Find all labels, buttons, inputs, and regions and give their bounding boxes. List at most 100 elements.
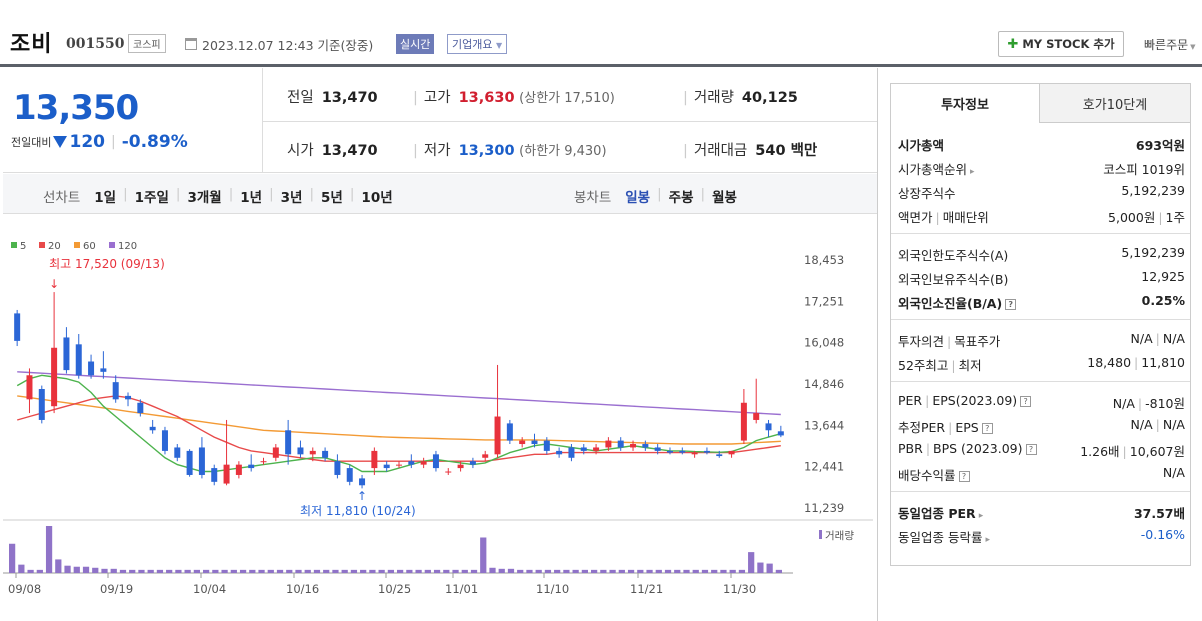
candle-body bbox=[531, 440, 538, 445]
info-row: PER | EPS(2023.09)? N/A | -810원 bbox=[898, 393, 1185, 412]
market-badge: 코스피 bbox=[128, 34, 166, 53]
info-row: PBR | BPS (2023.09)? 1.26배 | 10,607원 bbox=[898, 441, 1185, 460]
volume-bar bbox=[239, 569, 247, 573]
price-chart[interactable]: 5 20 60 120 18,453 17,251 16,048 14,846 13,644 12… bbox=[3, 236, 873, 621]
tab-3m[interactable]: 3개월 bbox=[187, 190, 222, 206]
volume-bar bbox=[692, 569, 699, 573]
quick-order-button[interactable]: 빠른주문 ▼ bbox=[1144, 36, 1196, 53]
help-icon[interactable]: ? bbox=[958, 471, 970, 482]
volume-bar bbox=[64, 565, 71, 573]
candle-body bbox=[359, 478, 366, 486]
tab-monthly[interactable]: 월봉 bbox=[712, 190, 737, 206]
low-value: 13,300 bbox=[458, 143, 515, 159]
candle-body bbox=[88, 361, 95, 376]
info-row: 외국인한도주식수(A) 5,192,239 bbox=[898, 245, 1185, 264]
realtime-button[interactable]: 실시간 bbox=[396, 34, 435, 54]
volume-bar bbox=[332, 569, 339, 573]
candle-chart-tabs: 봉차트 일봉 | 주봉 | 월봉 bbox=[574, 186, 737, 206]
help-icon[interactable]: ? bbox=[1020, 396, 1032, 407]
candle-body bbox=[322, 450, 329, 458]
tab-3y[interactable]: 3년 bbox=[280, 190, 303, 206]
info-key: 시가총액 bbox=[898, 138, 945, 153]
price-summary: 13,350 전일대비 120 | -0.89% bbox=[3, 68, 877, 173]
volume-bar bbox=[757, 562, 764, 573]
section-divider bbox=[891, 491, 1190, 492]
info-value: -0.16% bbox=[1140, 527, 1185, 542]
tab-10y[interactable]: 10년 bbox=[361, 190, 393, 206]
volume-bar bbox=[406, 569, 413, 573]
low-label: 저가 bbox=[423, 143, 451, 159]
candle-body bbox=[457, 464, 464, 469]
volume-bar bbox=[535, 569, 542, 573]
volume-bar bbox=[249, 569, 256, 573]
candle-body bbox=[371, 450, 378, 469]
current-price: 13,350 bbox=[13, 88, 139, 128]
info-value: 코스피 1019위 bbox=[1103, 162, 1185, 177]
volume-bar bbox=[341, 569, 348, 573]
tab-5y[interactable]: 5년 bbox=[321, 190, 343, 206]
candle-body bbox=[753, 413, 760, 420]
tab-1w[interactable]: 1주일 bbox=[134, 190, 169, 206]
tab-weekly[interactable]: 주봉 bbox=[668, 190, 694, 206]
company-overview-button[interactable]: 기업개요 ▼ bbox=[447, 34, 508, 54]
trade-amount: | 거래대금 540 백만 bbox=[683, 143, 818, 159]
info-row: 액면가 | 매매단위 5,000원 | 1주 bbox=[898, 207, 1185, 226]
info-row: 52주최고 | 최저 18,480 | 11,810 bbox=[898, 355, 1185, 374]
help-icon[interactable]: ? bbox=[981, 423, 993, 434]
volume-bar bbox=[729, 569, 736, 573]
candle-body bbox=[100, 368, 107, 372]
x-tick-label: 10/04 bbox=[193, 582, 226, 596]
help-icon[interactable]: ? bbox=[1025, 444, 1037, 455]
volume-bar bbox=[775, 569, 782, 573]
volume-bar bbox=[397, 569, 404, 573]
volume-bar bbox=[738, 569, 746, 573]
candle-body bbox=[703, 450, 710, 453]
volume-label: 거래량 bbox=[693, 90, 734, 106]
candle-body bbox=[38, 389, 45, 420]
candle-body bbox=[593, 447, 600, 451]
info-row[interactable]: 시가총액순위 ▸ 코스피 1019위 bbox=[898, 159, 1185, 178]
candle-body bbox=[716, 454, 723, 457]
info-row: 외국인소진율(B/A)? 0.25% bbox=[898, 293, 1185, 312]
info-row: 상장주식수 5,192,239 bbox=[898, 183, 1185, 202]
x-tick-label: 09/08 bbox=[8, 582, 41, 596]
candle-body bbox=[432, 454, 439, 469]
candle-body bbox=[617, 440, 624, 448]
volume-bar bbox=[378, 569, 385, 573]
amount-value: 540 백만 bbox=[755, 143, 818, 159]
info-row[interactable]: 동일업종 등락률 ▸ -0.16% bbox=[898, 527, 1185, 546]
volume-bar bbox=[230, 569, 237, 573]
x-tick-label: 11/21 bbox=[630, 582, 663, 596]
header-divider bbox=[0, 64, 1202, 67]
candle-body bbox=[556, 450, 563, 455]
y-tick-label: 16,048 bbox=[804, 336, 844, 350]
y-tick-label: 18,453 bbox=[804, 253, 844, 267]
add-my-stock-button[interactable]: ✚ MY STOCK 추가 bbox=[998, 31, 1124, 57]
info-value: 12,925 bbox=[1141, 269, 1185, 284]
info-row: 외국인보유주식수(B) 12,925 bbox=[898, 269, 1185, 288]
ma-line-120 bbox=[17, 371, 781, 416]
line-chart-tabs: 선차트 1일 | 1주일 | 3개월 | 1년 | 3년 | 5년 | 10년 bbox=[43, 186, 393, 206]
chart-period-bar: 선차트 1일 | 1주일 | 3개월 | 1년 | 3년 | 5년 | 10년 봉차트 일봉… bbox=[3, 174, 877, 214]
legend-swatch bbox=[74, 242, 80, 248]
tab-invest-info[interactable]: 투자정보 bbox=[890, 83, 1040, 123]
volume-bar bbox=[129, 569, 136, 573]
candle-body bbox=[519, 440, 526, 445]
candle-body bbox=[297, 447, 304, 455]
tab-daily[interactable]: 일봉 bbox=[625, 190, 651, 206]
volume-bar bbox=[101, 568, 108, 573]
tab-1y[interactable]: 1년 bbox=[240, 190, 263, 206]
stock-header: 조비 001550 코스피 2023.12.07 12:43 기준(장중) 실시… bbox=[0, 0, 1202, 64]
help-icon[interactable]: ? bbox=[1005, 299, 1017, 310]
tab-orderbook[interactable]: 호가10단계 bbox=[1039, 83, 1191, 123]
y-tick-label: 17,251 bbox=[804, 294, 844, 308]
volume-bar bbox=[55, 559, 62, 573]
info-row[interactable]: 동일업종 PER ▸ 37.57배 bbox=[898, 503, 1185, 522]
section-divider bbox=[891, 319, 1190, 320]
info-value: 37.57배 bbox=[1133, 506, 1185, 521]
candle-chart-label: 봉차트 bbox=[574, 190, 612, 206]
volume-bar bbox=[184, 569, 191, 573]
info-key: 배당수익률? bbox=[898, 465, 970, 484]
tab-1d[interactable]: 1일 bbox=[94, 190, 117, 206]
volume-value: 40,125 bbox=[741, 90, 798, 106]
